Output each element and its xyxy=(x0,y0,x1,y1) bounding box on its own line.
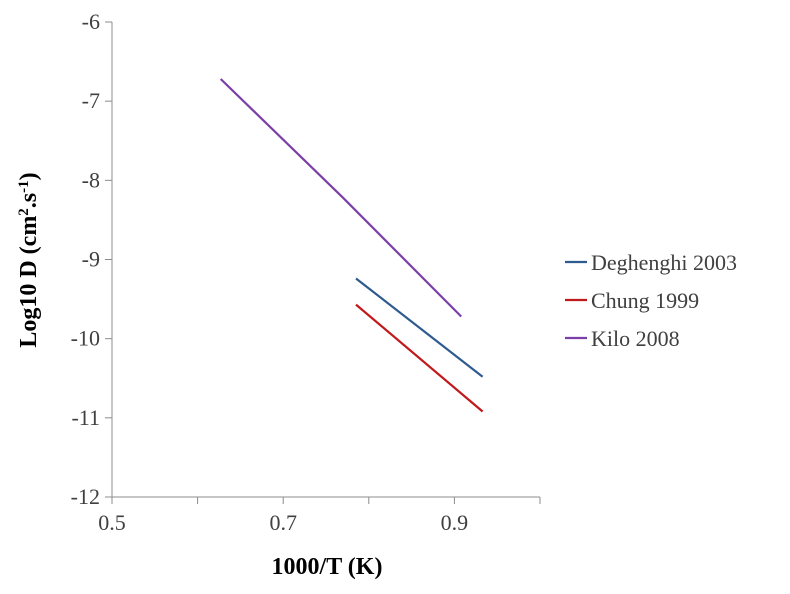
series-line-1 xyxy=(355,303,484,413)
y-tick-label: -12 xyxy=(71,484,100,509)
y-tick-label: -10 xyxy=(71,326,100,351)
y-axis-title-end: ) xyxy=(16,172,42,180)
axes: -6 -7 -8 -9 -10 -11 -120.5 0.7 0.9 xyxy=(71,9,541,535)
legend-label: Kilo 2008 xyxy=(591,326,680,351)
legend: Deghenghi 2003 Chung 1999 Kilo 2008 xyxy=(565,250,737,351)
y-tick-label: -8 xyxy=(82,167,100,192)
y-axis-title-sup-2: 2 xyxy=(16,208,32,216)
y-tick-label: -6 xyxy=(82,9,100,34)
x-tick-label: 0.7 xyxy=(269,510,297,535)
series-line-0 xyxy=(355,277,484,378)
x-tick-label: 0.5 xyxy=(98,510,126,535)
x-axis-title: 1000/T (K) xyxy=(272,554,383,580)
y-tick-label: -9 xyxy=(82,247,100,272)
y-tick-label: -11 xyxy=(71,405,100,430)
series-lines xyxy=(219,78,484,413)
legend-label: Deghenghi 2003 xyxy=(591,250,737,275)
y-axis-title-mid: .s xyxy=(16,193,42,208)
y-tick-label: -7 xyxy=(82,88,100,113)
y-axis-title: Log10 D (cm2.s-1) xyxy=(16,172,42,347)
y-axis-title-main: Log10 D (cm xyxy=(16,216,42,348)
series-line-2 xyxy=(219,78,462,318)
legend-label: Chung 1999 xyxy=(591,288,699,313)
y-axis-title-sup-minus1: -1 xyxy=(16,180,32,193)
x-tick-label: 0.9 xyxy=(441,510,469,535)
